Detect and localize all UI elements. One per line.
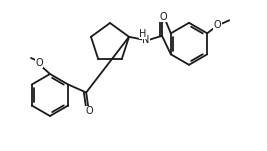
Text: O: O (213, 20, 221, 30)
Text: O: O (85, 106, 93, 117)
Text: O: O (35, 58, 43, 68)
Text: O: O (159, 12, 167, 22)
Text: N: N (142, 35, 150, 45)
Text: H: H (139, 29, 147, 39)
